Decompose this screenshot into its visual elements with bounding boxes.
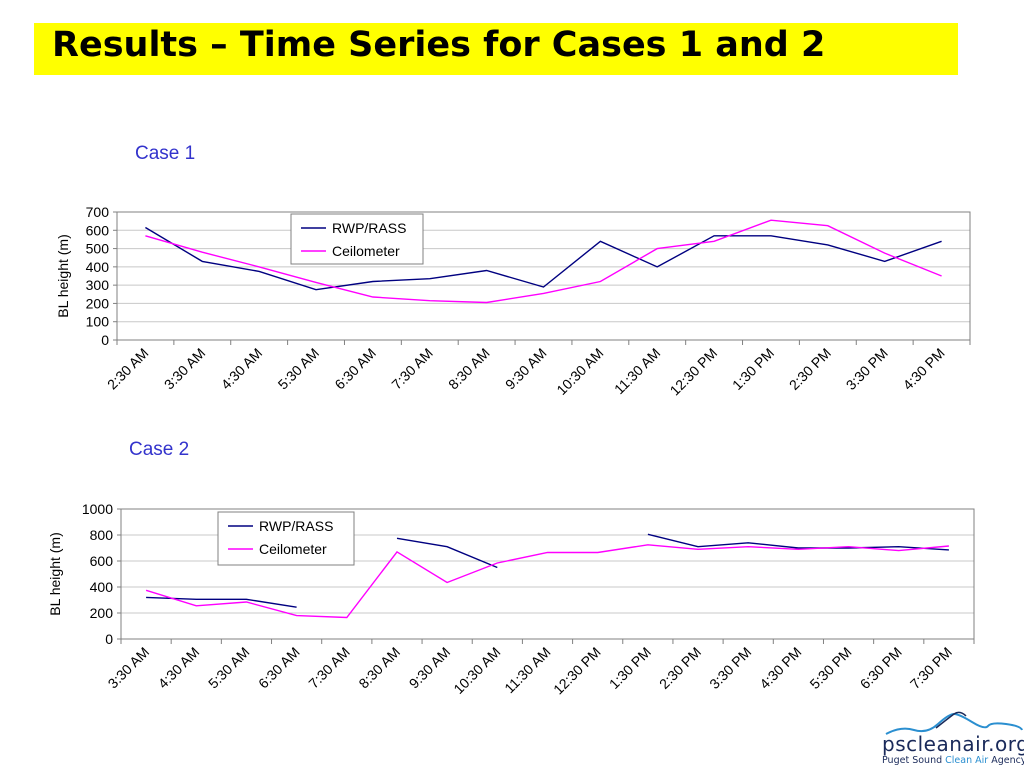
x-tick-label: 4:30 PM: [756, 644, 804, 692]
x-tick-label: 6:30 AM: [331, 345, 379, 393]
x-tick-label: 5:30 AM: [275, 345, 323, 393]
y-tick-label: 800: [90, 527, 114, 543]
plot-area: [120, 508, 975, 640]
series-line-rwp-rass: [647, 533, 949, 551]
x-tick-label: 4:30 AM: [218, 345, 266, 393]
plot-area: [116, 211, 971, 341]
y-tick-label: 200: [90, 605, 114, 621]
series-line-rwp-rass: [396, 537, 498, 569]
x-tick-label: 3:30 AM: [161, 345, 209, 393]
x-tick-label: 7:30 AM: [305, 644, 353, 692]
x-tick-label: 12:30 PM: [667, 345, 721, 399]
x-tick-label: 5:30 AM: [205, 644, 253, 692]
x-tick-label: 3:30 PM: [843, 345, 891, 393]
legend: [290, 213, 424, 265]
x-tick-label: 1:30 PM: [606, 644, 654, 692]
series-line-ceilometer: [145, 219, 942, 304]
legend-label: Ceilometer: [332, 243, 400, 259]
legend: [217, 511, 355, 566]
x-tick-label: 4:30 AM: [155, 644, 203, 692]
x-tick-label: 4:30 PM: [900, 345, 948, 393]
series-line-ceilometer: [145, 544, 949, 619]
y-tick-label: 0: [105, 631, 113, 647]
pscleanair-logo: pscleanair.org Puget Sound Clean Air Age…: [876, 706, 1024, 768]
legend-label: Ceilometer: [259, 541, 327, 557]
x-tick-label: 10:30 AM: [450, 644, 503, 697]
y-tick-label: 1000: [82, 501, 113, 517]
x-tick-label: 9:30 AM: [406, 644, 454, 692]
x-tick-label: 8:30 AM: [355, 644, 403, 692]
x-tick-label: 10:30 AM: [553, 345, 606, 398]
y-tick-label: 400: [86, 259, 110, 275]
x-tick-label: 12:30 PM: [550, 644, 604, 698]
x-tick-label: 2:30 PM: [656, 644, 704, 692]
x-tick-label: 9:30 AM: [502, 345, 550, 393]
x-tick-label: 5:30 PM: [806, 644, 854, 692]
y-axis-label: BL height (m): [47, 532, 63, 616]
mountain-icon: [885, 711, 1023, 735]
legend-label: RWP/RASS: [332, 220, 406, 236]
logo-subtitle: Puget Sound Clean Air Agency: [882, 755, 1024, 766]
case-2-label: Case 2: [129, 439, 190, 460]
x-tick-label: 2:30 PM: [786, 345, 834, 393]
y-axis-label: BL height (m): [55, 234, 71, 318]
logo-wordmark: pscleanair.org: [882, 732, 1024, 756]
x-tick-label: 11:30 AM: [611, 345, 663, 397]
y-tick-label: 200: [86, 295, 110, 311]
x-tick-label: 2:30 AM: [104, 345, 152, 393]
x-tick-label: 11:30 AM: [501, 644, 553, 696]
x-tick-label: 3:30 PM: [706, 644, 754, 692]
x-tick-label: 3:30 AM: [105, 644, 153, 692]
x-tick-label: 7:30 AM: [388, 345, 436, 393]
x-tick-label: 6:30 PM: [857, 644, 905, 692]
x-tick-label: 1:30 PM: [729, 345, 777, 393]
y-tick-label: 600: [90, 553, 114, 569]
y-tick-label: 100: [86, 314, 110, 330]
title-banner: Results – Time Series for Cases 1 and 2: [34, 23, 958, 75]
x-tick-label: 7:30 PM: [907, 644, 955, 692]
slide-title: Results – Time Series for Cases 1 and 2: [52, 25, 826, 65]
x-tick-label: 6:30 AM: [255, 644, 303, 692]
y-tick-label: 300: [86, 277, 110, 293]
y-tick-label: 0: [101, 332, 109, 348]
x-tick-label: 8:30 AM: [445, 345, 493, 393]
case-1-label: Case 1: [135, 143, 196, 164]
y-tick-label: 600: [86, 222, 110, 238]
y-tick-label: 700: [86, 204, 110, 220]
series-line-rwp-rass: [145, 226, 942, 291]
y-tick-label: 500: [86, 241, 110, 257]
legend-label: RWP/RASS: [259, 518, 333, 534]
series-line-rwp-rass: [146, 596, 297, 608]
y-tick-label: 400: [90, 579, 114, 595]
